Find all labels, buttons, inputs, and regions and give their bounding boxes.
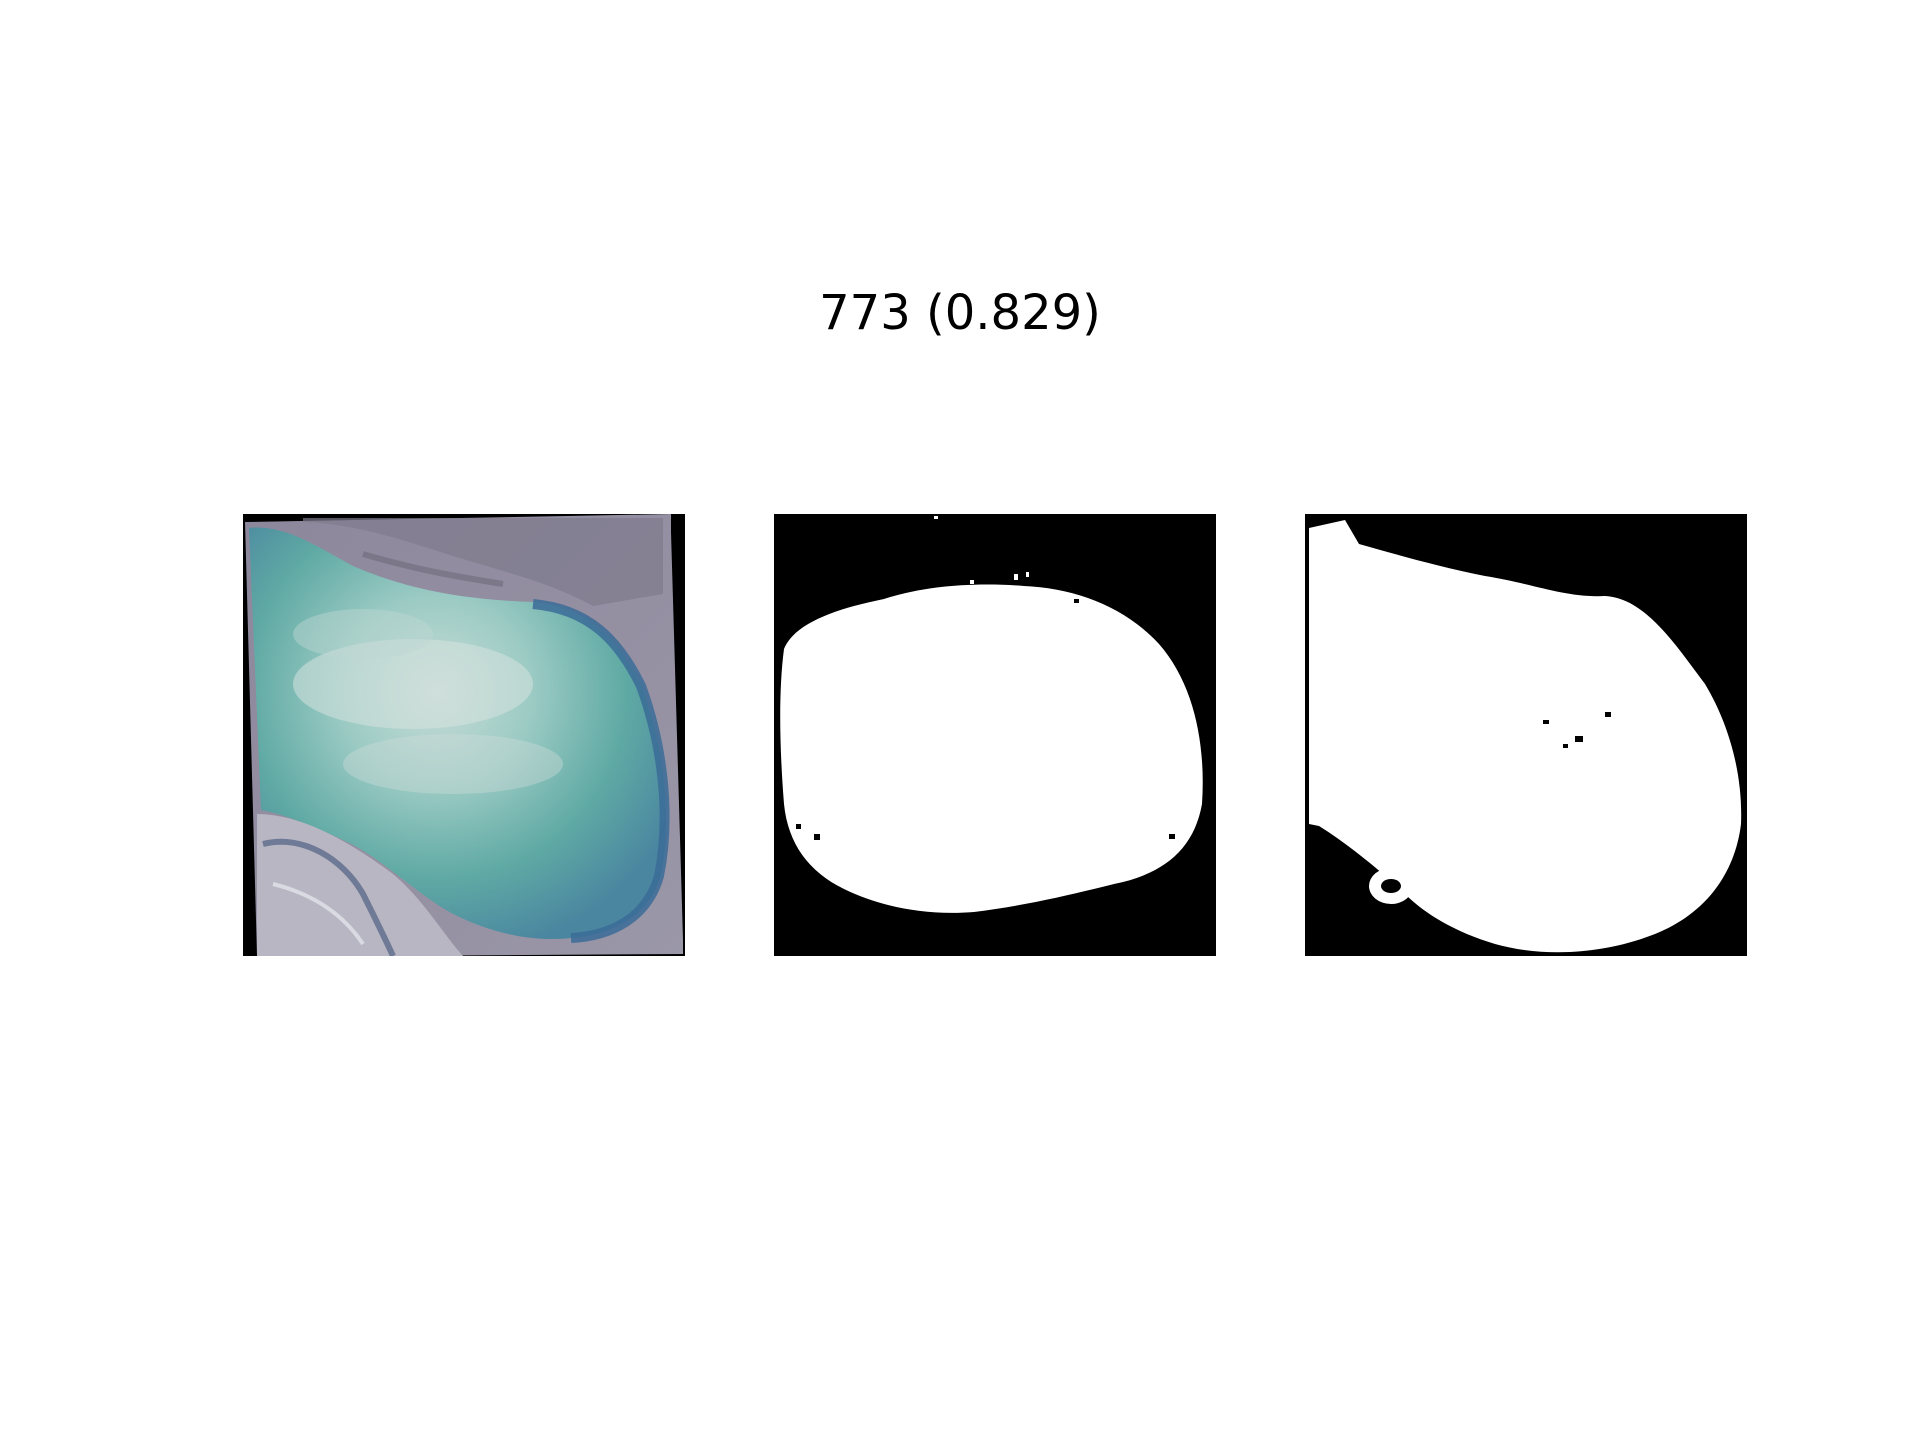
mask-ground-truth-panel xyxy=(774,514,1216,956)
mask-prediction-panel xyxy=(1305,514,1747,956)
satellite-image-panel xyxy=(243,514,685,956)
satellite-image xyxy=(243,514,685,956)
mask-prediction xyxy=(1305,514,1747,956)
figure-title: 773 (0.829) xyxy=(819,285,1101,341)
mask-ground-truth xyxy=(774,514,1216,956)
